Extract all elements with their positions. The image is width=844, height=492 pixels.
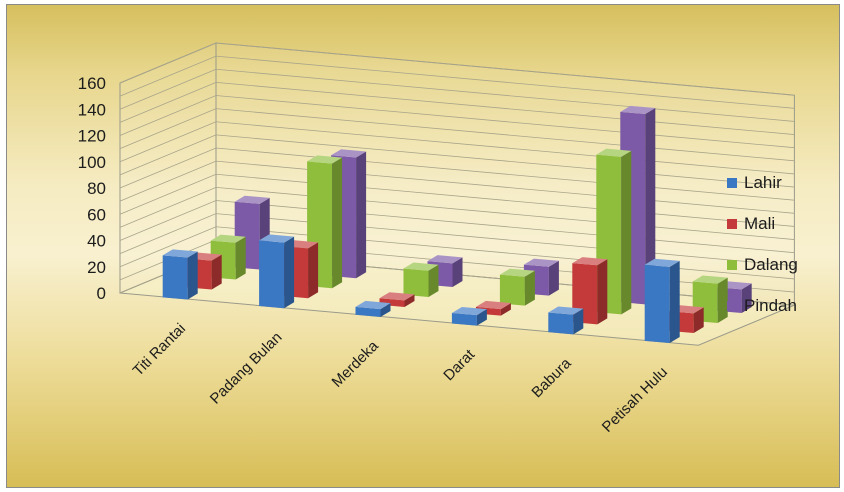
legend-label: Lahir <box>744 173 782 192</box>
y-tick-label: 0 <box>97 284 106 303</box>
x-tick-label: Titi Rantai <box>130 320 189 379</box>
bar-lahir-padang-bulan <box>259 234 294 308</box>
legend-swatch-lahir <box>727 178 737 188</box>
x-tick-label: Darat <box>440 346 479 385</box>
y-tick-label: 40 <box>87 232 106 251</box>
y-tick-label: 100 <box>78 153 106 172</box>
x-tick-label: Petisah Hulu <box>599 364 671 436</box>
x-tick-label: Padang Bulan <box>207 329 286 408</box>
x-tick-label: Babura <box>528 354 575 401</box>
y-tick-label: 60 <box>87 205 106 224</box>
legend-label: Dalang <box>744 255 798 274</box>
legend-swatch-datang <box>727 260 737 270</box>
bar-datang-darat <box>500 269 535 306</box>
x-tick-label: Merdeka <box>329 337 383 391</box>
legend-swatch-mati <box>727 219 737 229</box>
chart-canvas: 0 20 40 60 80 100 120 140 160 Titi Rantai Padang … <box>7 5 839 487</box>
legend-label: Mali <box>744 214 775 233</box>
y-tick-label: 80 <box>87 179 106 198</box>
chart-frame: 0 20 40 60 80 100 120 140 160 Titi Rantai Padang … <box>6 4 840 488</box>
y-tick-label: 120 <box>78 127 106 146</box>
legend-label: Pindah <box>744 296 797 315</box>
x-axis-labels: Titi Rantai Padang Bulan Merdeka Darat Babur… <box>130 320 671 436</box>
bar-lahir-petisah-hulu <box>645 259 680 343</box>
y-tick-label: 20 <box>87 258 106 277</box>
y-tick-label: 140 <box>78 100 106 119</box>
bar-lahir-babura <box>548 306 583 334</box>
y-tick-label: 160 <box>78 74 106 93</box>
bar-lahir-titi-rantai <box>163 249 198 299</box>
y-axis-ticks: 0 20 40 60 80 100 120 140 160 <box>78 74 106 303</box>
legend-swatch-pindah <box>727 301 737 311</box>
bar-datang-merdeka <box>404 263 439 297</box>
